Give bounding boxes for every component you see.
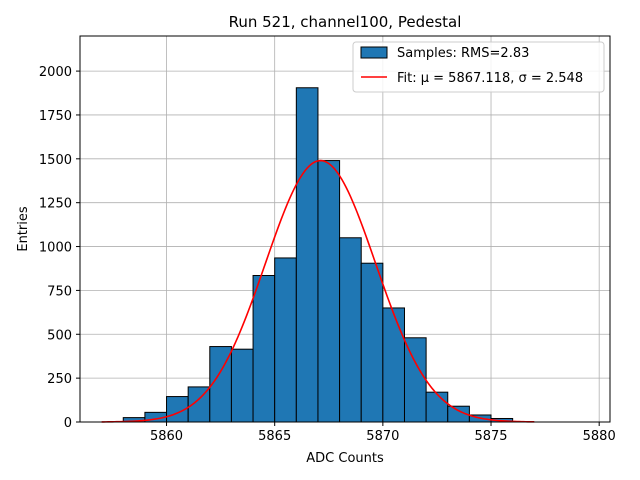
x-tick-label: 5875 — [474, 429, 507, 444]
legend-swatch-samples — [360, 46, 388, 59]
x-tick-label: 5860 — [150, 429, 183, 444]
y-tick-label: 0 — [64, 416, 72, 431]
histogram-bar — [317, 160, 341, 423]
y-tick-label: 1000 — [39, 241, 72, 256]
legend-label-samples: Samples: RMS=2.83 — [397, 46, 529, 61]
x-axis-label: ADC Counts — [306, 451, 384, 466]
y-tick-label: 1750 — [39, 109, 72, 124]
x-tick-label: 5870 — [366, 429, 399, 444]
histogram-bar — [425, 391, 449, 423]
plot-frame — [79, 35, 611, 423]
y-tick-label: 250 — [47, 372, 72, 387]
fit-curve — [101, 159, 535, 423]
y-tick-label: 1500 — [39, 153, 72, 168]
legend: Samples: RMS=2.83 Fit: μ = 5867.118, σ =… — [352, 41, 605, 93]
histogram-bar — [230, 348, 254, 423]
histogram-bar — [295, 87, 319, 423]
y-axis-label: Entries — [16, 206, 31, 252]
histogram-bar — [339, 237, 362, 423]
histogram-bar — [403, 337, 427, 423]
histogram-bar — [382, 307, 405, 423]
x-axis: 5860 5865 5870 5875 5880 — [150, 422, 616, 444]
x-tick-label: 5880 — [583, 429, 616, 444]
x-tick-label: 5865 — [258, 429, 291, 444]
chart-title: Run 521, channel100, Pedestal — [229, 13, 462, 31]
histogram-bar — [252, 274, 276, 423]
y-tick-label: 750 — [47, 284, 72, 299]
legend-box — [352, 41, 605, 93]
histogram-bar — [274, 257, 297, 423]
legend-label-fit: Fit: μ = 5867.118, σ = 2.548 — [397, 71, 583, 86]
y-axis: 0 250 500 750 1000 1250 1500 1750 2000 — [39, 65, 80, 431]
y-tick-label: 1250 — [39, 197, 72, 212]
histogram-bar — [360, 262, 384, 423]
histogram-bars — [122, 87, 514, 423]
y-tick-label: 500 — [47, 328, 72, 343]
y-tick-label: 2000 — [39, 65, 72, 80]
